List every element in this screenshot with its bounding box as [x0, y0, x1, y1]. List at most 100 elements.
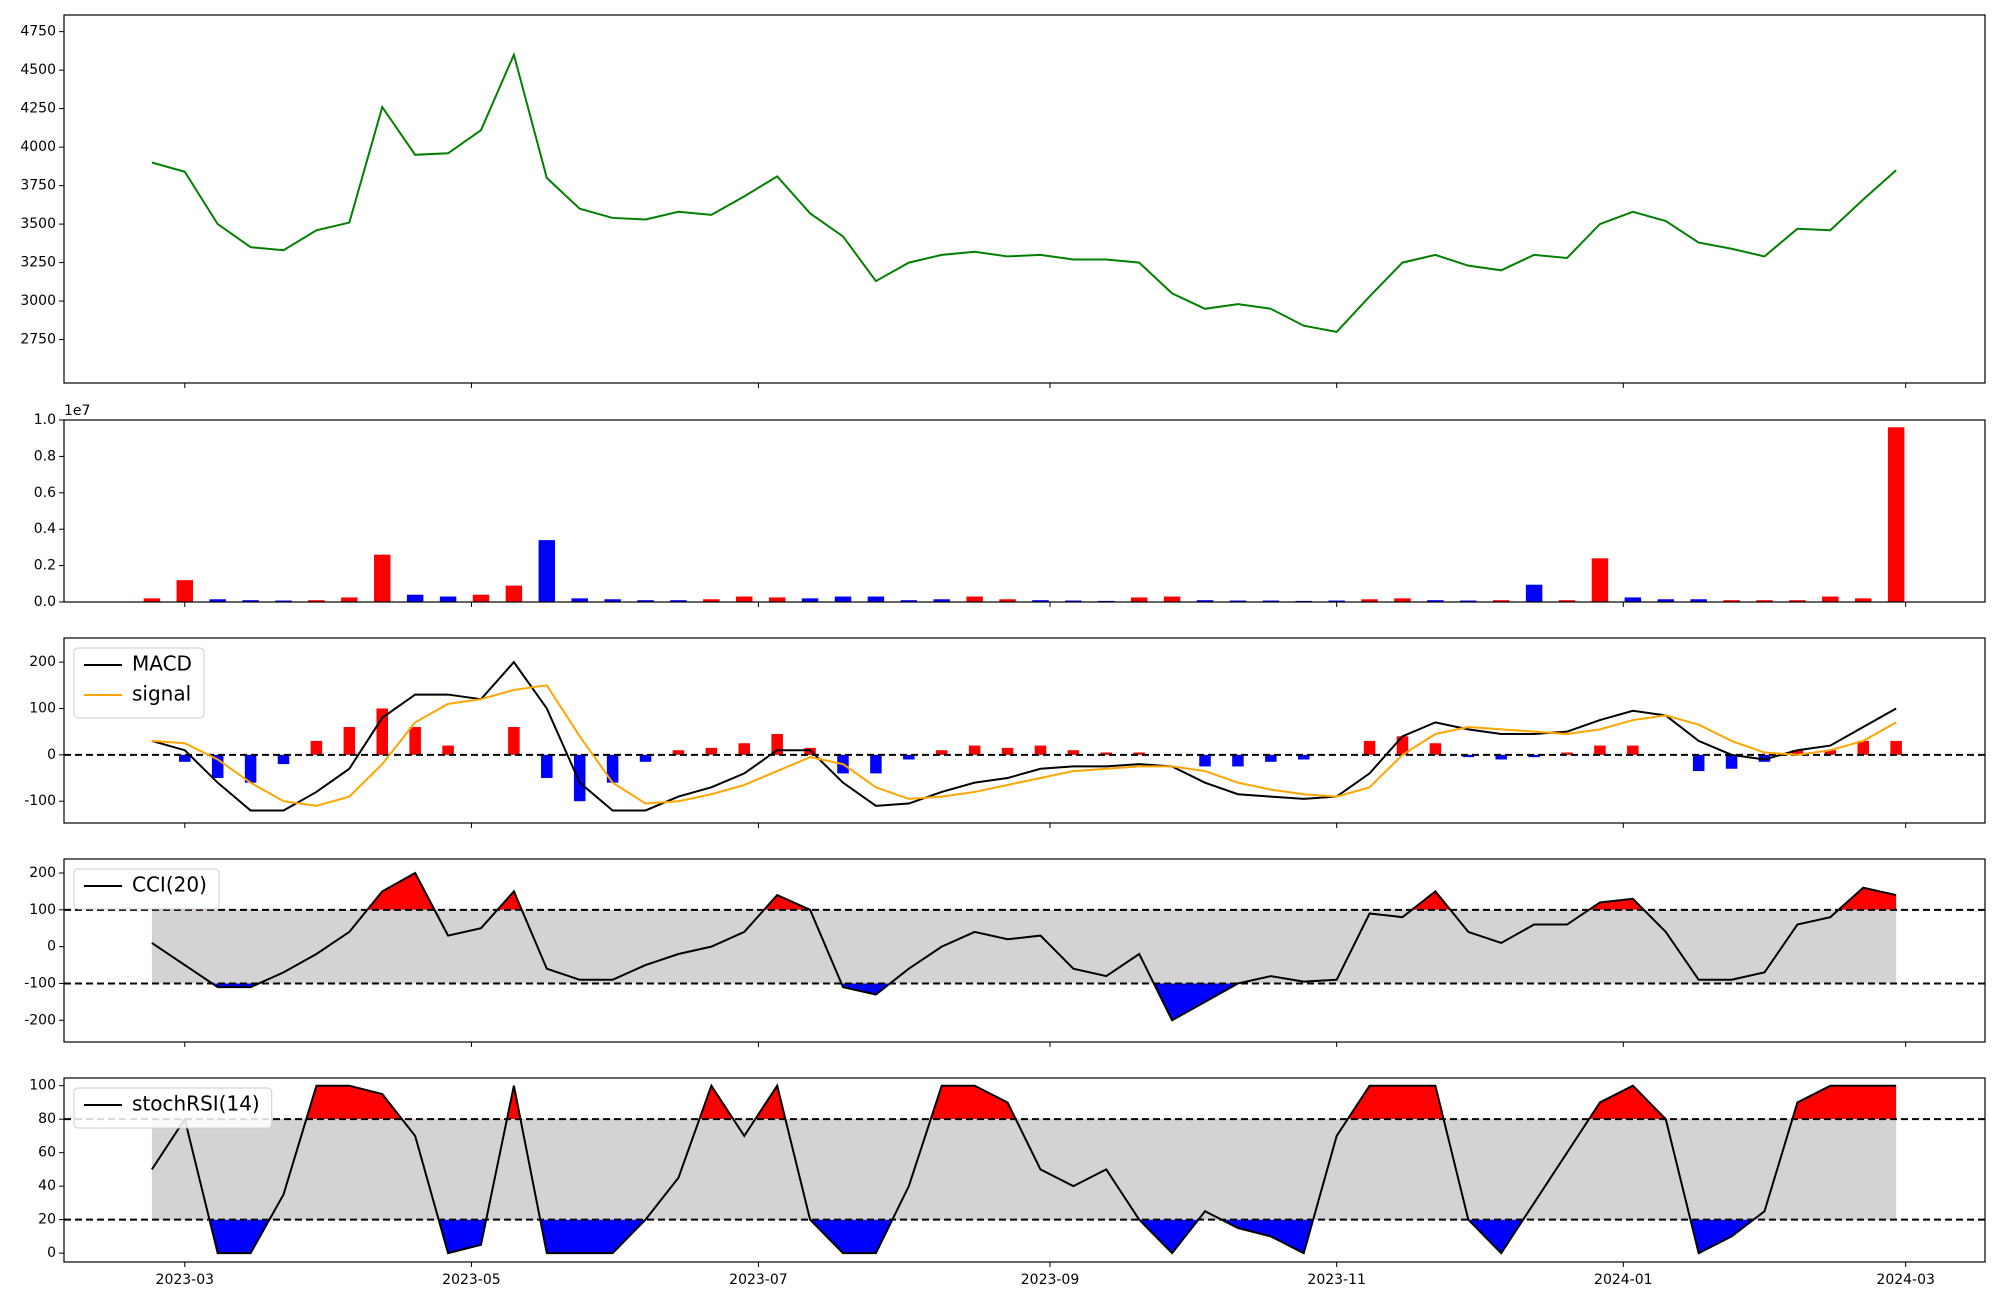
bar: [341, 597, 358, 602]
bar: [1067, 750, 1080, 755]
y-tick-label: 200: [29, 865, 56, 881]
y-tick-label: 3250: [20, 255, 56, 271]
line: [151, 684, 1897, 807]
bar: [1725, 754, 1738, 769]
bar: [143, 598, 161, 602]
y-tick-label: 3750: [20, 178, 56, 194]
y-tick-label: 3000: [20, 293, 56, 309]
bar: [670, 600, 687, 602]
y-tick-label: 200: [29, 654, 56, 670]
bar: [1594, 745, 1606, 755]
bar: [1394, 598, 1411, 602]
bar: [209, 599, 226, 602]
bar: [1100, 752, 1113, 755]
y-tick-label: 0: [47, 939, 56, 955]
bar: [738, 743, 751, 755]
bar: [1756, 600, 1773, 602]
bar: [1361, 599, 1378, 602]
bar: [439, 596, 457, 602]
bar: [1887, 427, 1905, 602]
bar: [573, 754, 586, 802]
bar: [968, 745, 981, 755]
bar: [1627, 745, 1639, 755]
bar: [703, 599, 720, 602]
bar: [736, 596, 753, 602]
legend: CCI(20): [73, 868, 220, 910]
bar: [933, 599, 950, 602]
legend-label: stochRSI(14): [132, 1092, 260, 1116]
bar: [999, 599, 1016, 602]
bar: [705, 747, 718, 755]
bar: [538, 540, 556, 602]
y-tick-label: 4000: [20, 139, 56, 155]
bar: [966, 596, 983, 602]
bar: [472, 594, 490, 602]
y-tick-label: 0.6: [34, 485, 56, 501]
bar: [1328, 600, 1345, 602]
bar: [406, 594, 424, 602]
bar: [771, 733, 783, 755]
y-tick-label: 100: [29, 1078, 56, 1094]
y-tick-label: 1.0: [34, 412, 56, 428]
band: [151, 909, 1897, 984]
bar: [1525, 584, 1543, 602]
y-tick-label: 40: [38, 1178, 56, 1194]
bar: [1824, 750, 1837, 755]
bar: [1857, 740, 1869, 755]
bar: [1855, 598, 1872, 602]
x-tick-label: 2024-01: [1594, 1272, 1653, 1288]
bar: [409, 727, 421, 755]
y-tick-label: 4750: [20, 24, 56, 40]
bar: [1657, 599, 1674, 602]
bar: [637, 600, 654, 602]
bar: [1591, 558, 1609, 602]
bar: [1196, 600, 1214, 602]
bar: [867, 596, 885, 602]
plot-frame: [63, 637, 1986, 824]
line: [151, 660, 1897, 812]
x-tick-label: 2023-07: [729, 1272, 788, 1288]
bar: [1495, 754, 1507, 760]
bar: [1561, 752, 1573, 755]
bar: [1065, 600, 1082, 602]
plot-frame: [63, 419, 1986, 603]
bar: [1791, 750, 1804, 755]
legend: MACD signal: [73, 647, 205, 719]
bar: [1822, 596, 1839, 602]
y-tick-label: 20: [38, 1212, 56, 1228]
bar: [1462, 754, 1475, 758]
bar: [1692, 754, 1705, 772]
bar: [541, 754, 553, 779]
bar: [277, 754, 290, 765]
y-tick-label: -100: [24, 975, 56, 991]
bar: [505, 585, 523, 602]
bar: [275, 600, 292, 602]
bar: [343, 727, 356, 755]
y-tick-label: 0: [47, 747, 56, 763]
bar: [903, 754, 915, 760]
bar: [1789, 600, 1806, 602]
legend-label: signal: [132, 682, 191, 706]
bar: [1034, 745, 1047, 755]
bar: [176, 580, 194, 602]
bar: [1528, 754, 1540, 758]
y-tick-label: 100: [29, 902, 56, 918]
x-tick-label: 2023-09: [1021, 1272, 1080, 1288]
y-tick-label: -200: [24, 1012, 56, 1028]
x-tick-label: 2023-03: [156, 1272, 215, 1288]
bar: [1130, 597, 1148, 602]
y-tick-label: -100: [24, 793, 56, 809]
plot-frame: [63, 1077, 1986, 1263]
bar: [1262, 600, 1280, 602]
y-tick-label: 4500: [20, 62, 56, 78]
bar: [1363, 740, 1376, 755]
y-tick-label: 0: [47, 1245, 56, 1261]
y-tick-label: 2750: [20, 332, 56, 348]
bar: [242, 600, 259, 602]
y-tick-label: 60: [38, 1145, 56, 1161]
bar: [900, 600, 918, 602]
line: [151, 51, 1897, 333]
x-tick-label: 2023-11: [1307, 1272, 1366, 1288]
bar: [1624, 597, 1642, 602]
